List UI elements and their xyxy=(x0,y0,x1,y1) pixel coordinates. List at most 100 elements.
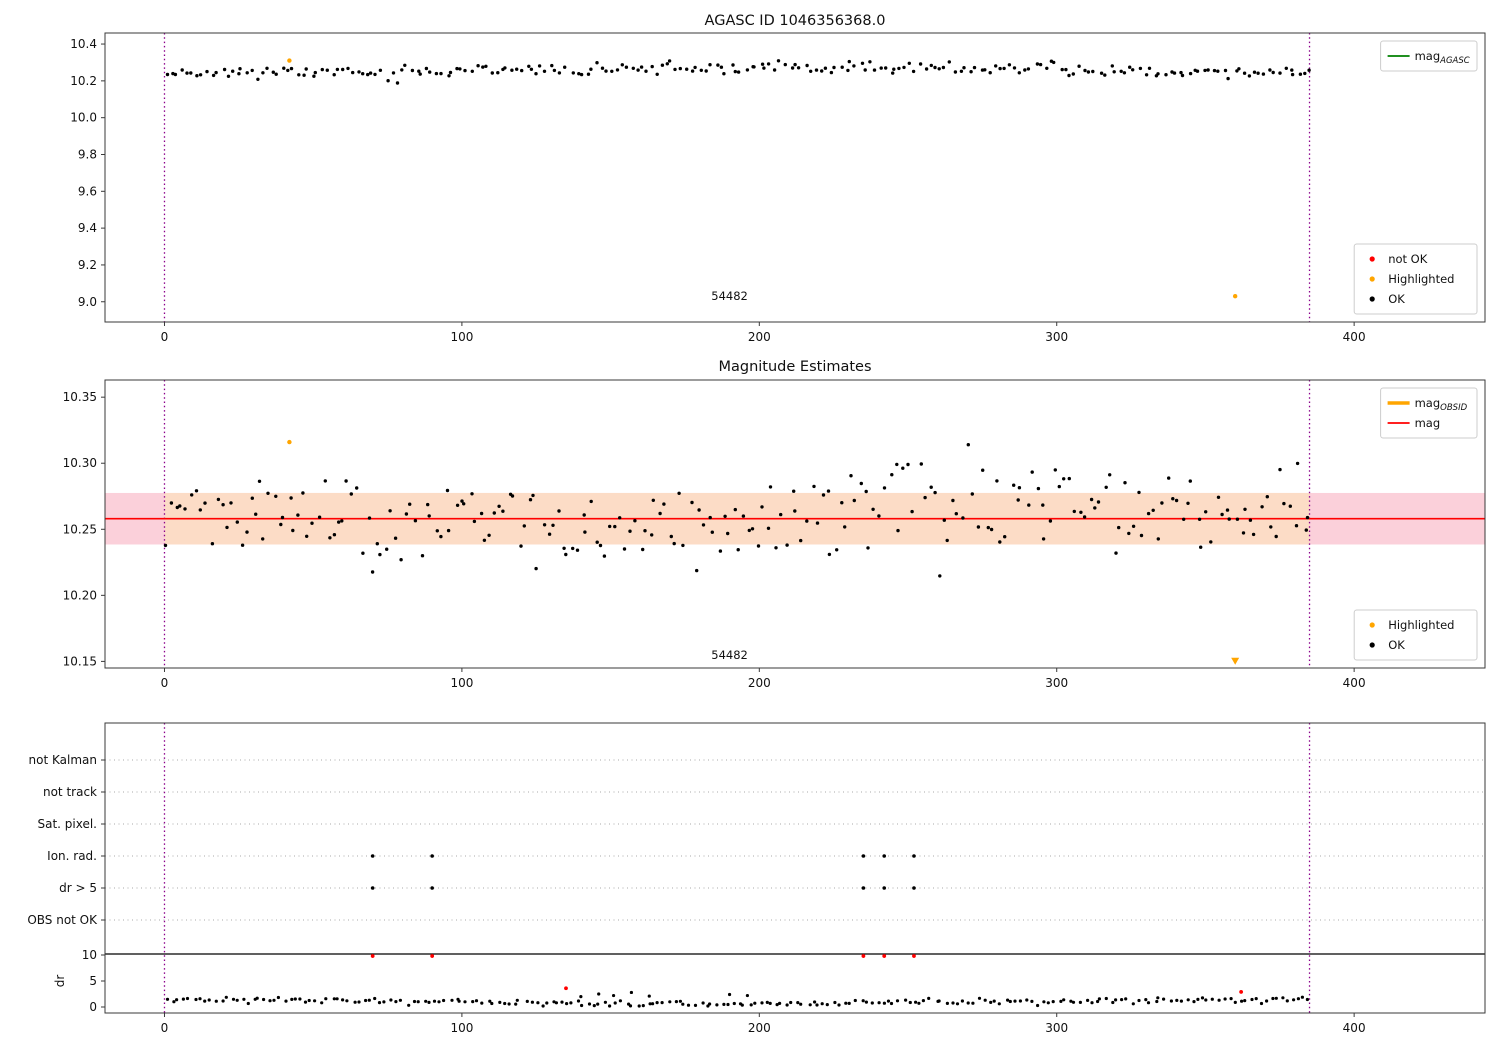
data-point xyxy=(564,552,568,557)
data-point xyxy=(378,552,382,557)
data-point xyxy=(554,1001,559,1005)
data-point xyxy=(929,485,933,489)
data-point xyxy=(305,534,309,538)
data-point xyxy=(262,997,266,1002)
data-point xyxy=(1124,997,1128,1001)
data-point xyxy=(595,61,599,65)
data-point xyxy=(690,500,694,505)
data-point xyxy=(377,1001,382,1005)
dr-capped-series xyxy=(370,954,1244,994)
data-point xyxy=(722,1002,726,1007)
data-point xyxy=(924,67,929,71)
data-point xyxy=(1288,504,1293,508)
data-point xyxy=(476,63,480,68)
data-point xyxy=(976,525,981,529)
data-point xyxy=(919,462,923,466)
data-point xyxy=(986,525,990,530)
data-point xyxy=(760,62,765,66)
data-point xyxy=(522,524,526,528)
data-point xyxy=(697,508,701,512)
data-point xyxy=(866,546,870,550)
data-point xyxy=(490,1001,494,1006)
data-point xyxy=(647,994,651,998)
data-point xyxy=(872,68,877,72)
flag-point xyxy=(882,854,887,858)
data-point xyxy=(324,997,328,1001)
data-point xyxy=(886,999,891,1003)
data-point xyxy=(731,63,735,67)
data-point xyxy=(1059,999,1063,1004)
data-point xyxy=(871,507,875,511)
data-point xyxy=(672,541,676,546)
data-point xyxy=(641,1004,645,1008)
data-point xyxy=(815,521,820,525)
legend-label: mag xyxy=(1415,416,1441,430)
data-point xyxy=(389,998,393,1002)
data-point xyxy=(510,494,515,498)
data-point xyxy=(901,466,905,470)
data-point xyxy=(989,1000,993,1005)
data-point xyxy=(1017,486,1022,490)
data-point xyxy=(410,68,415,73)
data-point xyxy=(203,501,207,505)
data-point xyxy=(971,1001,975,1005)
data-point xyxy=(203,999,207,1003)
data-point xyxy=(597,992,601,996)
data-point xyxy=(624,65,629,69)
data-point xyxy=(747,528,751,533)
x-tick-label: 300 xyxy=(1045,330,1068,344)
data-point xyxy=(622,547,627,551)
data-point xyxy=(727,992,732,997)
data-point xyxy=(844,1001,848,1005)
data-point xyxy=(181,997,185,1001)
data-point xyxy=(1036,1003,1040,1008)
data-point xyxy=(1003,535,1007,539)
data-point xyxy=(1117,525,1121,530)
data-point xyxy=(385,547,389,551)
data-point xyxy=(520,68,524,73)
data-point xyxy=(482,538,487,542)
data-point xyxy=(1139,533,1144,538)
data-point xyxy=(178,504,182,508)
data-point xyxy=(779,512,783,517)
data-point xyxy=(1268,68,1272,72)
data-point xyxy=(165,997,170,1001)
data-point xyxy=(261,537,265,541)
data-point xyxy=(357,70,361,74)
y-tick-label: 10.15 xyxy=(63,654,97,668)
data-point xyxy=(515,67,519,71)
data-point xyxy=(286,68,290,73)
data-point xyxy=(701,1001,705,1005)
data-point xyxy=(1025,998,1029,1002)
data-point xyxy=(1067,73,1071,78)
data-point xyxy=(1018,999,1023,1003)
data-point xyxy=(349,492,353,496)
data-point xyxy=(246,1001,250,1006)
data-point xyxy=(890,473,894,477)
data-point xyxy=(1290,68,1294,72)
data-point xyxy=(660,1001,664,1005)
data-point xyxy=(1053,468,1058,472)
data-point xyxy=(312,74,316,78)
data-point xyxy=(211,73,216,78)
data-point xyxy=(636,68,640,72)
data-point xyxy=(474,999,479,1003)
data-point xyxy=(1282,501,1286,506)
data-point xyxy=(169,501,174,505)
data-point xyxy=(446,528,451,533)
data-point xyxy=(427,1000,431,1005)
data-point xyxy=(1188,479,1193,483)
data-point xyxy=(723,514,727,518)
data-point xyxy=(353,1000,357,1004)
data-point xyxy=(892,67,896,71)
flag-row-label: OBS not OK xyxy=(27,913,98,927)
data-point xyxy=(185,71,189,75)
data-point xyxy=(216,497,221,502)
legend-label: OK xyxy=(1388,292,1405,306)
data-point xyxy=(479,511,484,516)
data-point xyxy=(404,512,409,516)
data-point xyxy=(902,65,906,70)
y-tick-label: 9.8 xyxy=(78,147,97,161)
data-point xyxy=(668,1000,672,1004)
data-point xyxy=(507,1002,511,1006)
